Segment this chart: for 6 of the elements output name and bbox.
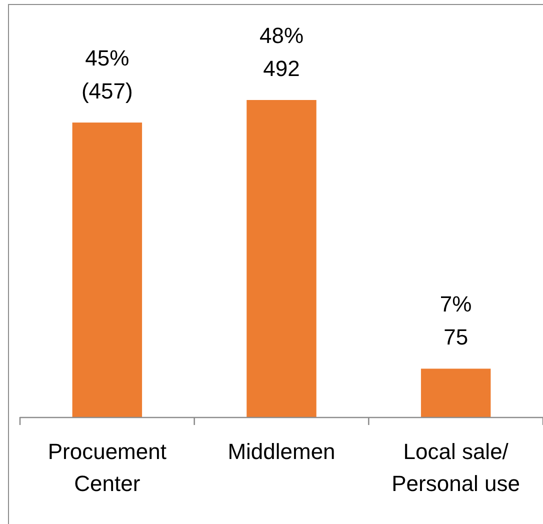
x-tick-label: Procuement Center: [48, 439, 166, 496]
data-label: 45% (457): [81, 46, 133, 104]
data-label: 7% 75: [440, 292, 472, 350]
x-tick-label: Local sale/ Personal use: [392, 439, 520, 496]
data-label: 48% 492: [259, 23, 304, 81]
x-tick-label: Middlemen: [228, 439, 336, 464]
